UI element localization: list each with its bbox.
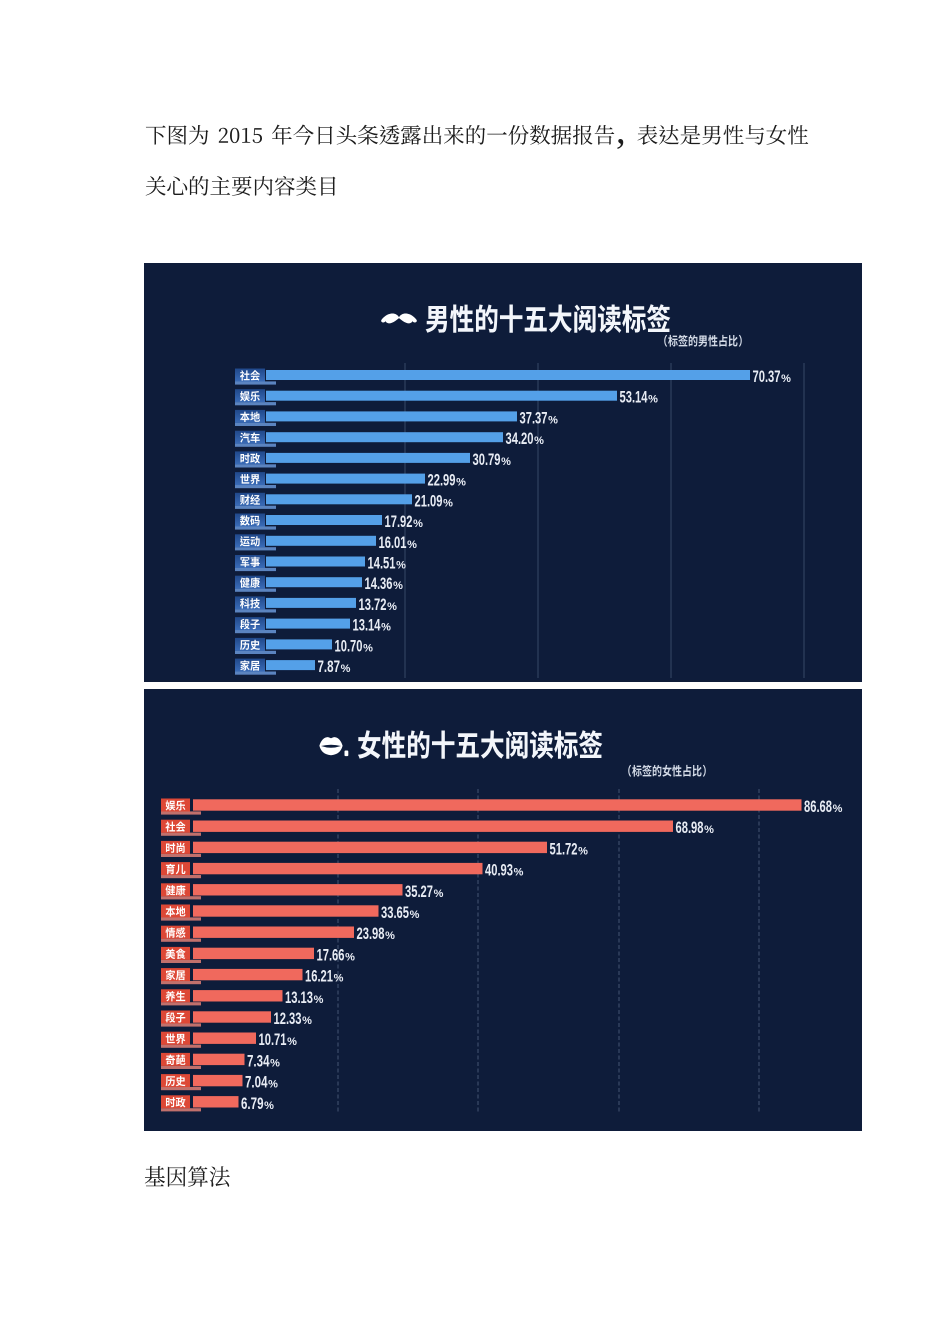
svg-text:%: % (781, 373, 791, 385)
svg-text:%: % (443, 497, 453, 509)
svg-text:%: % (341, 663, 351, 675)
svg-text:%: % (548, 414, 558, 426)
svg-text:%: % (456, 477, 466, 489)
svg-text:7.34: 7.34 (247, 1051, 270, 1070)
svg-text:17.66: 17.66 (317, 945, 345, 964)
svg-text:%: % (387, 601, 397, 613)
svg-text:10.70: 10.70 (335, 636, 363, 655)
svg-text:%: % (264, 1100, 274, 1112)
svg-text:14.51: 14.51 (368, 554, 396, 573)
svg-text:7.87: 7.87 (318, 657, 341, 676)
svg-text:70.37: 70.37 (753, 367, 781, 386)
svg-text:%: % (501, 456, 511, 468)
svg-text:%: % (287, 1036, 297, 1048)
svg-text:%: % (334, 973, 344, 985)
svg-text:13.14: 13.14 (353, 616, 381, 635)
svg-text:%: % (534, 435, 544, 447)
svg-text:%: % (363, 642, 373, 654)
svg-text:53.14: 53.14 (620, 388, 648, 407)
svg-text:%: % (833, 803, 843, 815)
svg-text:%: % (410, 909, 420, 921)
svg-text:34.20: 34.20 (506, 429, 534, 448)
svg-text:%: % (578, 845, 588, 857)
svg-text:23.98: 23.98 (357, 924, 385, 943)
svg-text:%: % (302, 1015, 312, 1027)
svg-text:68.98: 68.98 (676, 818, 704, 837)
svg-text:21.09: 21.09 (415, 491, 443, 510)
svg-text:%: % (345, 951, 355, 963)
svg-text:17.92: 17.92 (385, 512, 413, 531)
svg-text:%: % (434, 888, 444, 900)
svg-text:%: % (413, 518, 423, 530)
svg-text:12.33: 12.33 (274, 1009, 302, 1028)
svg-text:%: % (514, 867, 524, 879)
svg-text:10.71: 10.71 (259, 1030, 287, 1049)
svg-text:%: % (407, 539, 417, 551)
svg-text:16.01: 16.01 (379, 533, 407, 552)
svg-text:%: % (385, 930, 395, 942)
svg-text:%: % (270, 1057, 280, 1069)
svg-text:30.79: 30.79 (473, 450, 501, 469)
svg-text:%: % (268, 1079, 278, 1091)
svg-text:%: % (396, 560, 406, 572)
svg-text:13.13: 13.13 (285, 988, 313, 1007)
svg-text:%: % (648, 394, 658, 406)
svg-text:40.93: 40.93 (485, 861, 513, 880)
svg-text:51.72: 51.72 (550, 839, 578, 858)
svg-text:%: % (704, 824, 714, 836)
svg-text:35.27: 35.27 (405, 882, 433, 901)
svg-text:13.72: 13.72 (359, 595, 387, 614)
svg-text:%: % (393, 580, 403, 592)
svg-text:14.36: 14.36 (365, 574, 393, 593)
svg-text:6.79: 6.79 (241, 1094, 264, 1113)
svg-text:%: % (381, 622, 391, 634)
svg-text:%: % (314, 994, 324, 1006)
svg-text:7.04: 7.04 (245, 1073, 268, 1092)
svg-text:16.21: 16.21 (305, 967, 333, 986)
svg-text:22.99: 22.99 (428, 471, 456, 490)
svg-text:33.65: 33.65 (381, 903, 409, 922)
svg-text:37.37: 37.37 (520, 408, 548, 427)
svg-text:86.68: 86.68 (804, 797, 832, 816)
